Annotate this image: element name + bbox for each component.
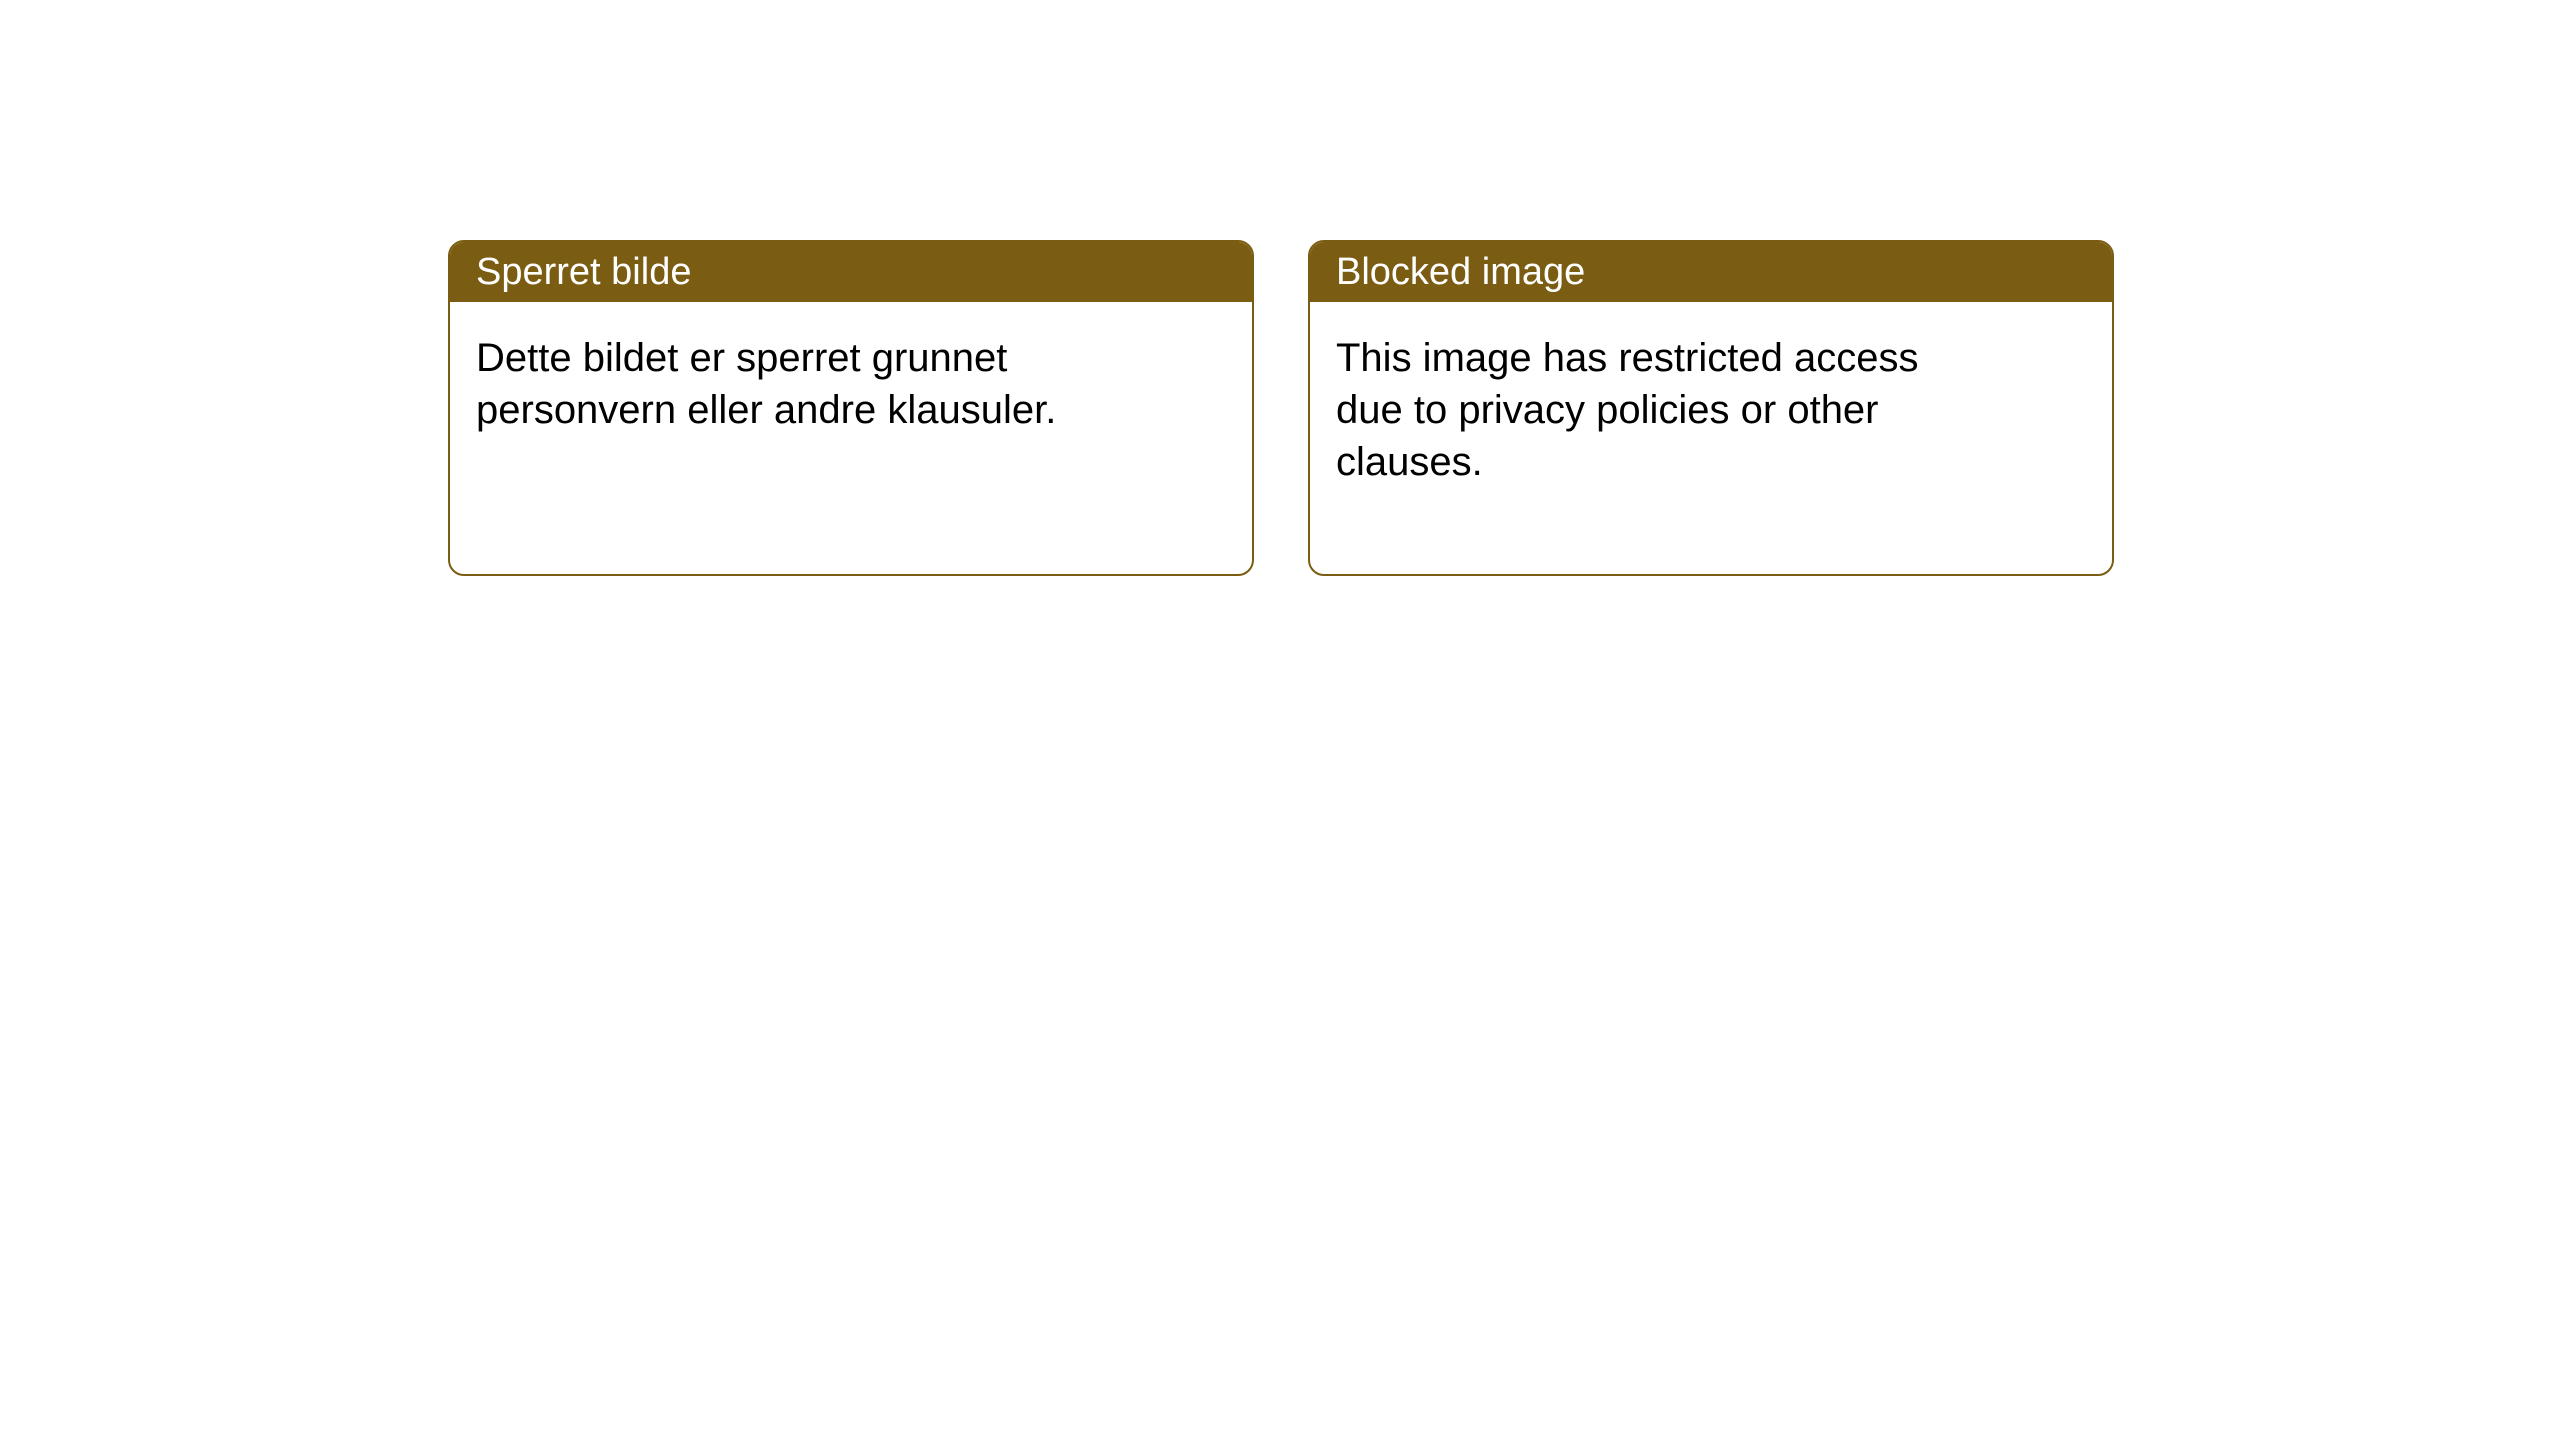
card-body-norwegian: Dette bildet er sperret grunnet personve… — [450, 302, 1130, 466]
card-body-text: This image has restricted access due to … — [1336, 336, 1918, 484]
notice-card-norwegian: Sperret bilde Dette bildet er sperret gr… — [448, 240, 1254, 576]
card-body-english: This image has restricted access due to … — [1310, 302, 1990, 518]
notice-card-english: Blocked image This image has restricted … — [1308, 240, 2114, 576]
card-header-english: Blocked image — [1310, 242, 2112, 302]
card-title: Sperret bilde — [476, 251, 691, 294]
card-title: Blocked image — [1336, 251, 1585, 294]
notice-cards-container: Sperret bilde Dette bildet er sperret gr… — [448, 240, 2114, 576]
card-body-text: Dette bildet er sperret grunnet personve… — [476, 336, 1056, 432]
card-header-norwegian: Sperret bilde — [450, 242, 1252, 302]
